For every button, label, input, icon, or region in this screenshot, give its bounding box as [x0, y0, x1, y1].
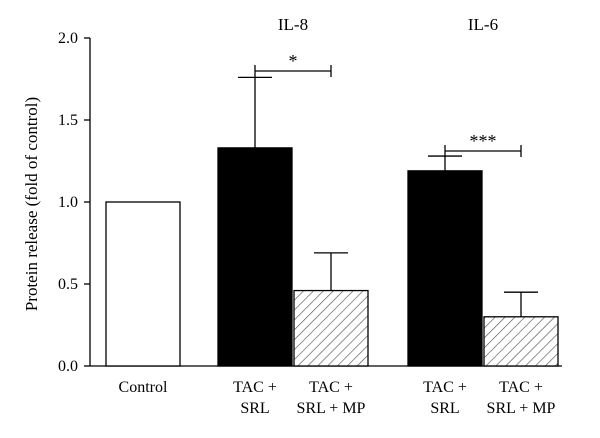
y-tick-label: 0.0	[58, 358, 78, 375]
x-category-label: SRL + MP	[297, 400, 366, 417]
y-tick-label: 1.5	[58, 112, 78, 129]
x-category-label: TAC +	[423, 379, 467, 396]
bar	[407, 170, 483, 367]
labels: Protein release (fold of control) IL-8 IL-…	[22, 15, 556, 417]
y-tick-label: 0.5	[58, 276, 78, 293]
y-tick-label: 2.0	[58, 30, 78, 47]
group-label: IL-6	[468, 15, 498, 34]
significance-label: ***	[470, 131, 497, 151]
group-label: IL-8	[278, 15, 308, 34]
bar	[483, 316, 559, 367]
bar	[105, 201, 181, 367]
x-category-label: SRL	[240, 400, 269, 417]
error-bars	[238, 76, 538, 317]
x-category-label: SRL	[430, 400, 459, 417]
bars	[105, 147, 559, 367]
y-axis-label: Protein release (fold of control)	[22, 97, 41, 311]
y-tick-label: 1.0	[58, 194, 78, 211]
x-category-label: Control	[119, 379, 168, 396]
x-category-label: TAC +	[309, 379, 353, 396]
x-category-label: SRL + MP	[487, 400, 556, 417]
significance-label: *	[289, 51, 298, 71]
bar	[293, 289, 369, 367]
x-category-label: TAC +	[499, 379, 543, 396]
significance-annotations: ****	[254, 51, 522, 157]
bar	[217, 147, 293, 367]
x-category-label: TAC +	[233, 379, 277, 396]
